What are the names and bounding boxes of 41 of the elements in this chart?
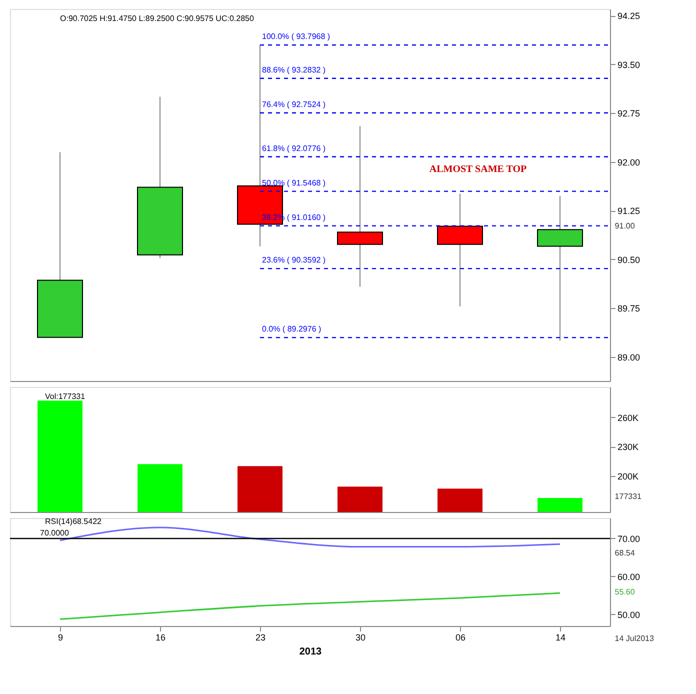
ref-line-label: 50.0% ( 91.5468 ) — [262, 178, 326, 188]
annotation: Vol:177331 — [45, 392, 86, 401]
ref-line-label: 88.6% ( 93.2832 ) — [262, 65, 326, 74]
y-tick-label: 50.00 — [618, 610, 640, 620]
x-tick-label: 14 — [555, 632, 566, 642]
y-tick-label: 230K — [618, 442, 639, 452]
x-axis-title: 2013 — [299, 646, 322, 658]
x-tick-label: 30 — [355, 632, 366, 642]
y-tick-label: 60.00 — [618, 572, 640, 582]
y-tick-label: 92.00 — [618, 157, 640, 168]
x-tick-label: 06 — [455, 632, 466, 642]
y-tick-label: 260K — [618, 412, 639, 423]
y-tick-label: 70.00 — [618, 534, 640, 544]
line-series — [59, 592, 561, 620]
text: 55.60 — [614, 588, 636, 597]
candlestick — [337, 126, 383, 288]
text: 91.00 — [614, 222, 636, 231]
y-tick-label: 91.25 — [618, 206, 640, 216]
y-tick-label: 200K — [618, 471, 639, 482]
text: 68.54 — [614, 548, 636, 558]
y-tick-label: 93.50 — [618, 60, 640, 70]
y-tick-label: 89.75 — [618, 304, 640, 314]
y-tick-label: 90.50 — [618, 254, 640, 265]
ref-line-label: 0.0% ( 89.2976 ) — [262, 324, 322, 334]
annotation: O:90.7025 H:91.4750 L:89.2500 C:90.9575 UC:0.2850 — [60, 14, 254, 24]
ref-line-label: 70.0000 — [40, 528, 70, 538]
ref-line-label: 76.4% ( 92.7524 ) — [262, 100, 326, 109]
annotation: RSI(14)68.5422 — [45, 516, 102, 526]
x-tick-label: 9 — [58, 632, 64, 642]
ref-line-label: 23.6% ( 90.3592 ) — [262, 256, 326, 265]
y-tick-label: 89.00 — [618, 352, 640, 362]
y-tick-label: 94.25 — [618, 11, 640, 22]
x-tick-label: 23 — [255, 632, 266, 642]
annotation: ALMOST SAME TOP — [429, 164, 527, 175]
ref-line-label: 61.8% ( 92.0776 ) — [262, 144, 326, 153]
ref-line-label: 100.0% ( 93.7968 ) — [262, 32, 330, 41]
candlestick — [537, 195, 583, 342]
y-tick-label: 92.75 — [618, 108, 640, 119]
x-tick-label: 16 — [155, 632, 166, 642]
text: 177331 — [614, 492, 642, 501]
text: 14 Jul2013 — [614, 634, 654, 643]
